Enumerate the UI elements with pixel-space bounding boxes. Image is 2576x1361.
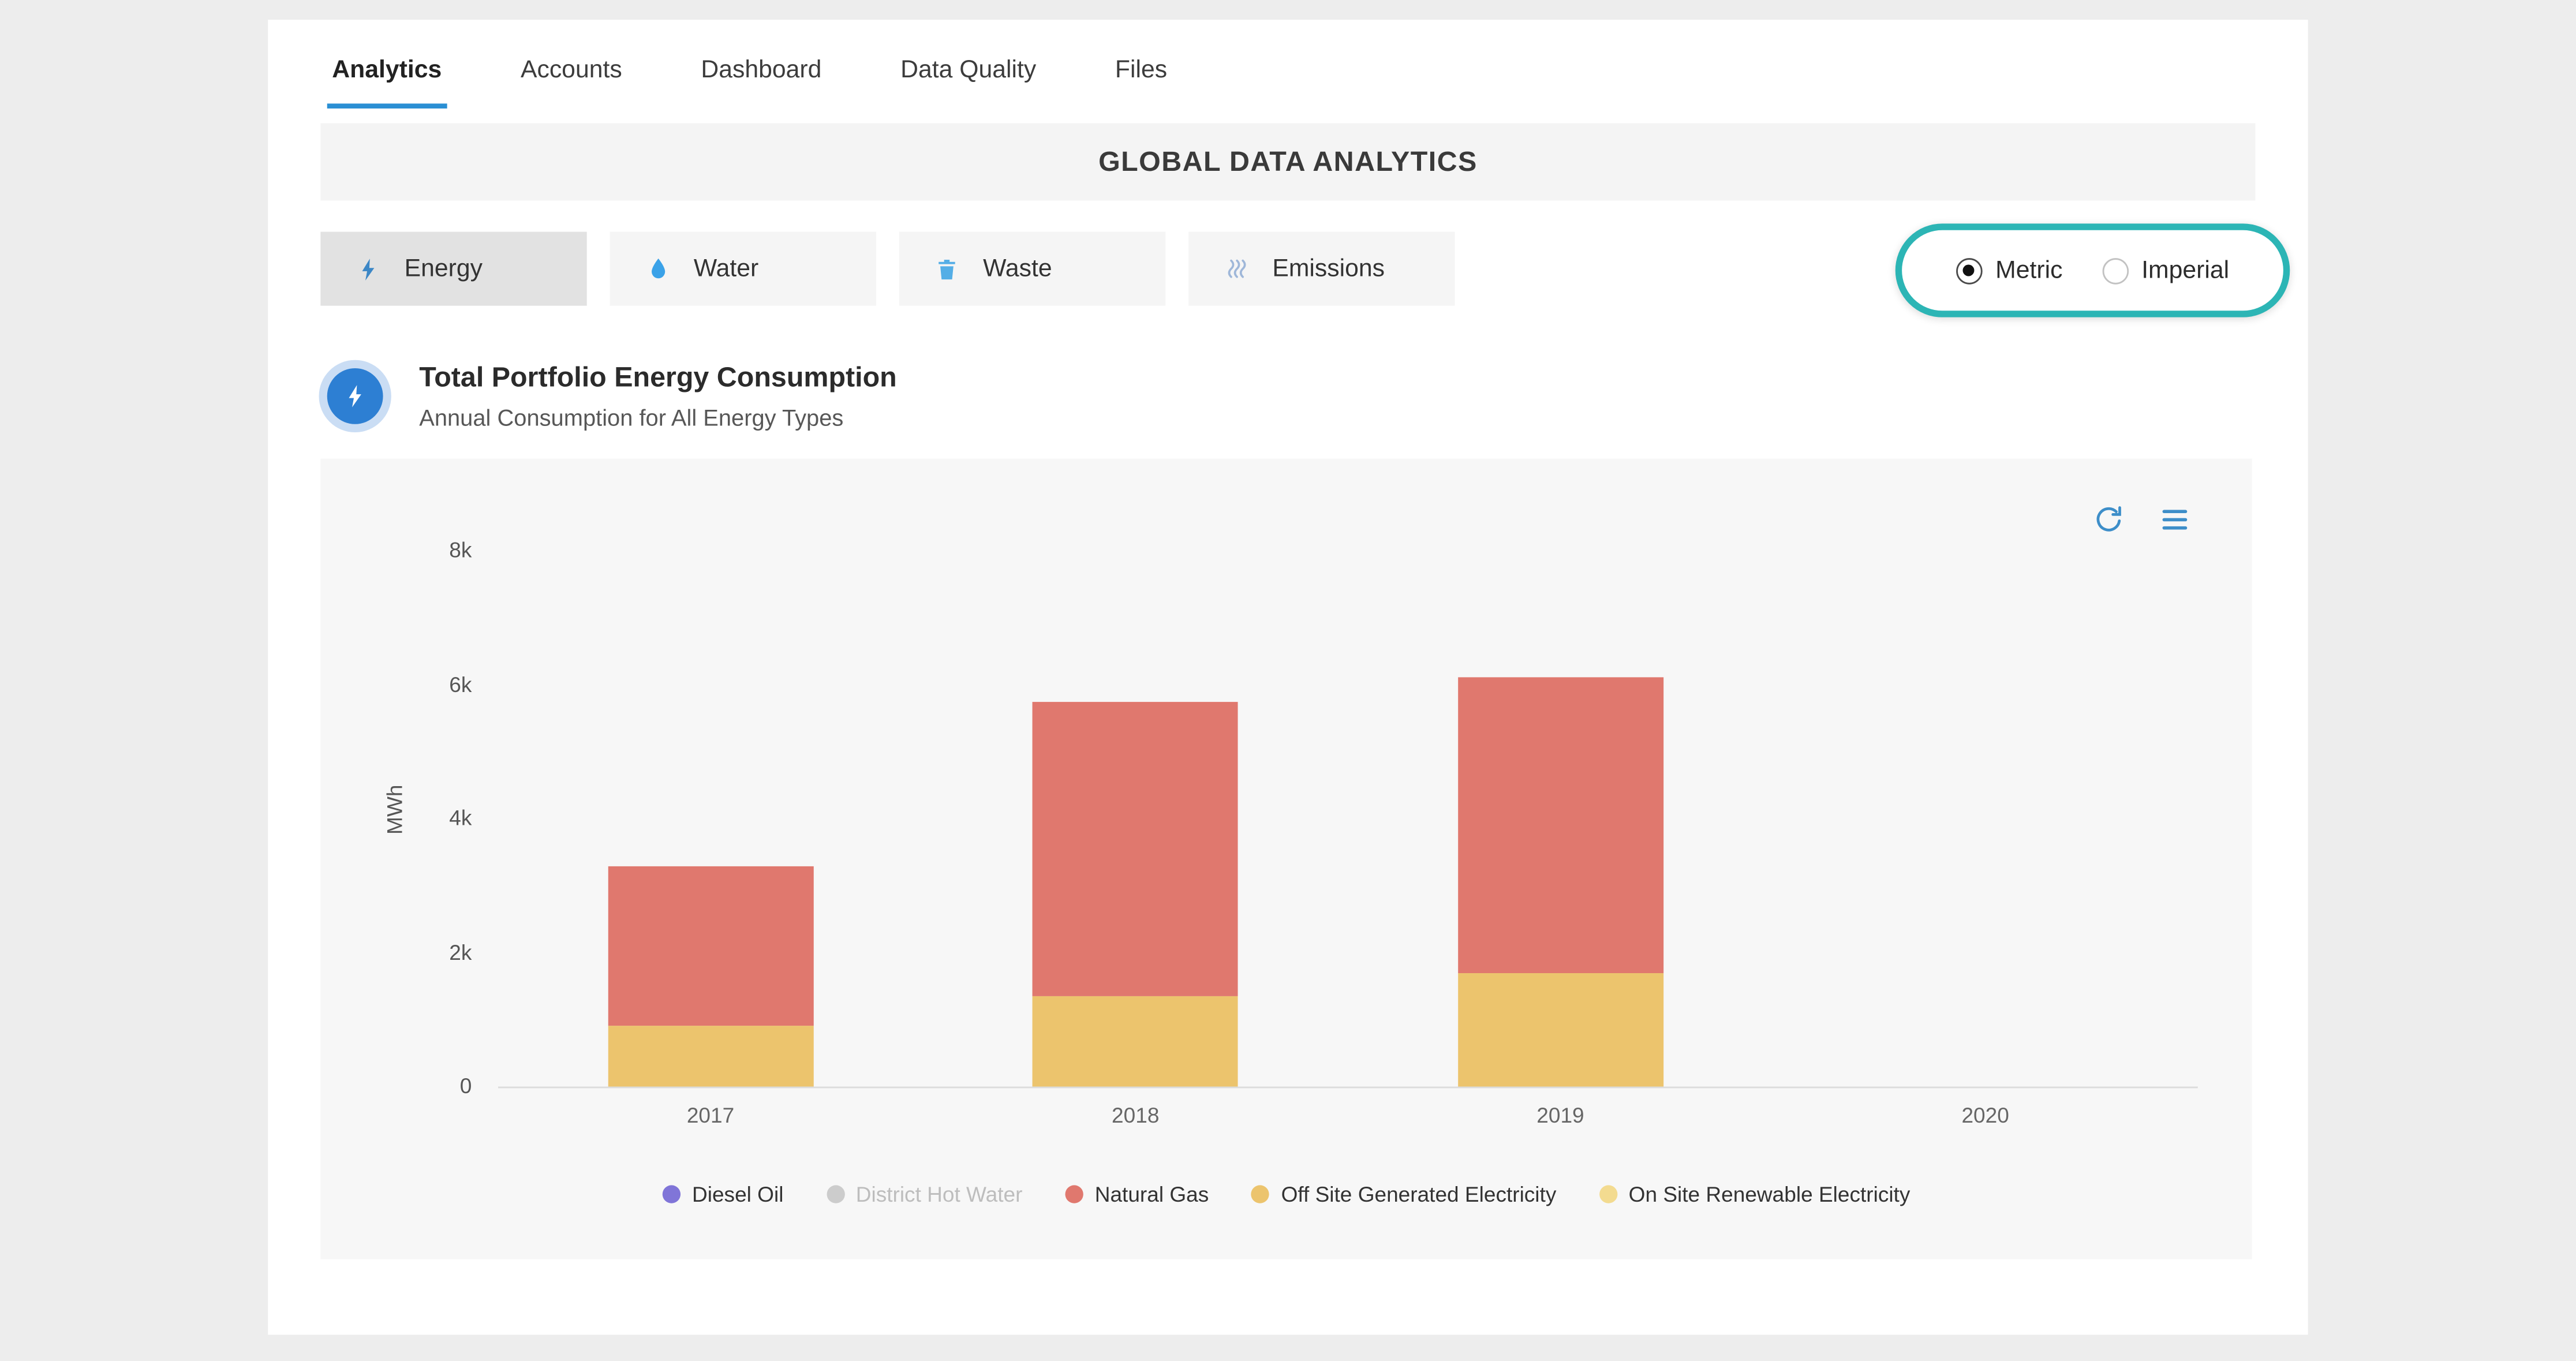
content-card: Analytics Accounts Dashboard Data Qualit…: [268, 20, 2308, 1335]
bolt-icon: [353, 256, 383, 282]
tab-bar: Analytics Accounts Dashboard Data Qualit…: [268, 20, 2308, 109]
legend-dot-icon: [662, 1185, 681, 1203]
category-energy-button[interactable]: Energy: [320, 231, 587, 306]
legend-item-natural-gas[interactable]: Natural Gas: [1065, 1181, 1209, 1207]
category-label: Waste: [983, 255, 1052, 283]
legend-label: Off Site Generated Electricity: [1281, 1181, 1557, 1207]
bar-segment-off-site-generated-electricity[interactable]: [1033, 996, 1239, 1087]
legend-item-on-site-renewable-electricity[interactable]: On Site Renewable Electricity: [1599, 1181, 1910, 1207]
x-axis-label: 2020: [1961, 1103, 2009, 1128]
refresh-icon[interactable]: [2091, 502, 2128, 538]
radio-unselected-icon: [2102, 257, 2129, 284]
tab-analytics[interactable]: Analytics: [327, 56, 447, 109]
legend-label: On Site Renewable Electricity: [1628, 1181, 1910, 1207]
bar-segment-natural-gas[interactable]: [1457, 678, 1663, 973]
page-title: GLOBAL DATA ANALYTICS: [1098, 145, 1478, 177]
chart-toolbar: [2091, 502, 2193, 538]
y-tick-label: 6k: [449, 671, 472, 697]
droplet-icon: [643, 256, 672, 281]
legend-item-off-site-generated-electricity[interactable]: Off Site Generated Electricity: [1251, 1181, 1557, 1207]
y-tick-label: 4k: [449, 805, 472, 831]
legend-dot-icon: [1065, 1185, 1083, 1203]
emissions-waves-icon: [1221, 255, 1251, 282]
page-title-banner: GLOBAL DATA ANALYTICS: [320, 123, 2256, 201]
trash-icon: [932, 256, 962, 282]
category-label: Energy: [404, 255, 483, 283]
y-axis-title: MWh: [382, 784, 407, 835]
tab-data-quality[interactable]: Data Quality: [900, 55, 1037, 84]
section-title: Total Portfolio Energy Consumption: [419, 361, 897, 393]
category-emissions-button[interactable]: Emissions: [1188, 231, 1455, 306]
bar-segment-off-site-generated-electricity[interactable]: [608, 1026, 814, 1087]
menu-icon[interactable]: [2157, 502, 2193, 538]
x-axis-label: 2017: [686, 1103, 735, 1128]
y-tick-label: 2k: [449, 939, 472, 964]
y-tick-label: 0: [459, 1073, 472, 1098]
category-water-button[interactable]: Water: [610, 231, 876, 306]
section-subtitle: Annual Consumption for All Energy Types: [419, 404, 844, 431]
bar-segment-off-site-generated-electricity[interactable]: [1457, 973, 1663, 1087]
legend-dot-icon: [826, 1185, 844, 1203]
radio-selected-icon: [1956, 257, 1983, 284]
section-titles: Total Portfolio Energy Consumption Annua…: [419, 362, 897, 431]
legend-label: Natural Gas: [1094, 1181, 1209, 1207]
chart-panel: 0 2k 4k 6k 8k MWh Diesel Oil District Hot Wat…: [320, 458, 2252, 1259]
metric-radio[interactable]: Metric: [1956, 256, 2063, 285]
section-header: Total Portfolio Energy Consumption Annua…: [327, 362, 2256, 431]
tab-files[interactable]: Files: [1115, 55, 1168, 84]
legend-dot-icon: [1251, 1185, 1270, 1203]
legend-label: Diesel Oil: [692, 1181, 784, 1207]
tab-accounts[interactable]: Accounts: [520, 55, 622, 84]
tab-dashboard[interactable]: Dashboard: [701, 55, 822, 84]
legend-dot-icon: [1599, 1185, 1617, 1203]
y-axis: 0 2k 4k 6k 8k: [413, 459, 472, 1259]
chart-legend: Diesel Oil District Hot Water Natural Gas O…: [320, 1181, 2252, 1207]
energy-bolt-badge-icon: [327, 368, 383, 424]
bar-segment-natural-gas[interactable]: [608, 865, 814, 1027]
imperial-label: Imperial: [2141, 256, 2230, 285]
legend-item-district-hot-water[interactable]: District Hot Water: [826, 1181, 1023, 1207]
category-waste-button[interactable]: Waste: [899, 231, 1166, 306]
legend-item-diesel-oil[interactable]: Diesel Oil: [662, 1181, 784, 1207]
category-label: Emissions: [1272, 255, 1385, 283]
category-label: Water: [693, 255, 759, 283]
category-row: Energy Water Waste: [320, 223, 2290, 317]
metric-label: Metric: [1995, 256, 2063, 285]
y-tick-label: 8k: [449, 537, 472, 563]
unit-toggle-highlight: Metric Imperial: [1895, 223, 2290, 317]
x-axis-label: 2018: [1112, 1103, 1160, 1128]
legend-label: District Hot Water: [855, 1181, 1023, 1207]
imperial-radio[interactable]: Imperial: [2102, 256, 2230, 285]
x-axis-line: [498, 1086, 2198, 1089]
bar-segment-natural-gas[interactable]: [1033, 701, 1239, 996]
x-axis-label: 2019: [1536, 1103, 1584, 1128]
